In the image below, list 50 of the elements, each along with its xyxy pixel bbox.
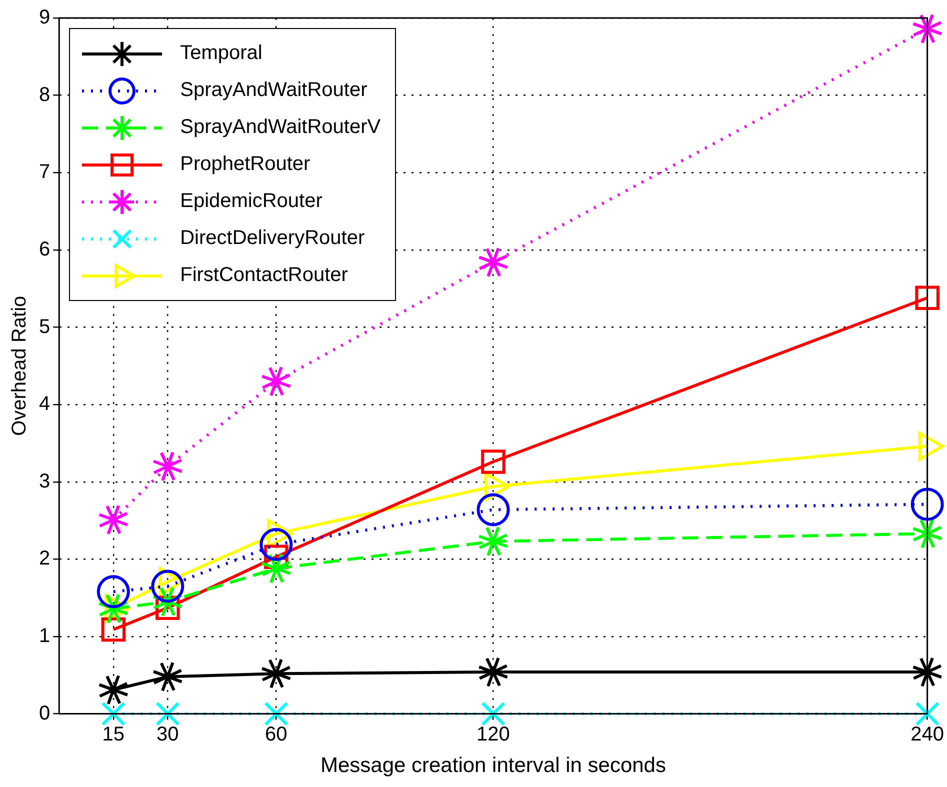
point: [98, 504, 129, 536]
point: [156, 702, 180, 726]
point: [101, 702, 126, 726]
y-tick-label: 6: [39, 238, 50, 260]
point: [915, 286, 940, 310]
point: [910, 488, 944, 521]
x-tick-label: 60: [265, 723, 288, 746]
legend-label: DirectDeliveryRouter: [180, 227, 365, 250]
point: [152, 661, 184, 692]
point: [476, 493, 510, 526]
point: [912, 518, 943, 550]
point: [152, 450, 184, 482]
point: [478, 656, 509, 688]
y-tick-label: 9: [39, 6, 50, 29]
legend-label: FirstContactRouter: [180, 264, 348, 287]
point: [96, 575, 130, 608]
point: [264, 702, 288, 726]
point: [912, 13, 943, 44]
point: [478, 526, 509, 557]
y-tick-label: 7: [39, 161, 50, 184]
point: [915, 702, 940, 726]
point: [260, 552, 292, 584]
y-axis-title: Overhead Ratio: [8, 296, 31, 436]
x-tick-label: 120: [476, 723, 510, 746]
point: [260, 658, 292, 690]
y-tick-label: 5: [39, 316, 50, 338]
point: [478, 246, 509, 278]
point: [151, 570, 184, 603]
y-tick-label: 2: [39, 548, 50, 570]
y-tick-label: 1: [39, 625, 50, 648]
y-tick-label: 8: [39, 84, 50, 106]
point: [101, 617, 126, 642]
legend-label: Temporal: [180, 42, 262, 65]
point: [912, 656, 943, 688]
point: [260, 528, 293, 561]
point: [98, 674, 129, 706]
y-tick-label: 3: [39, 470, 50, 492]
x-tick-label: 240: [910, 723, 944, 746]
y-tick-label: 4: [39, 393, 50, 416]
point: [481, 450, 506, 474]
legend-label: ProphetRouter: [180, 153, 310, 176]
x-tick-label: 30: [156, 723, 179, 746]
point: [481, 702, 506, 726]
x-tick-label: 15: [102, 723, 125, 746]
x-axis-title: Message creation interval in seconds: [320, 754, 666, 778]
y-tick-label: 0: [39, 702, 50, 724]
legend-label: EpidemicRouter: [180, 190, 322, 213]
point: [260, 366, 292, 397]
legend-label: SprayAndWaitRouter: [180, 79, 368, 102]
legend-label: SprayAndWaitRouterV: [180, 116, 381, 139]
